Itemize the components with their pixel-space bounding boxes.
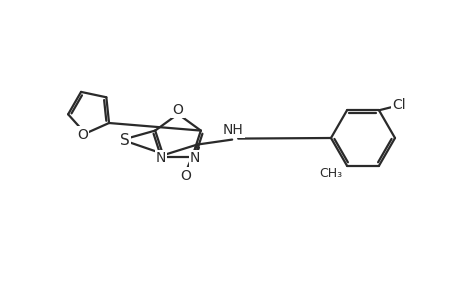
Text: O: O [180, 169, 191, 183]
Text: NH: NH [222, 123, 243, 136]
Text: O: O [172, 103, 183, 117]
Text: S: S [120, 133, 130, 148]
Text: O: O [77, 128, 88, 142]
Text: N: N [155, 152, 166, 165]
Text: CH₃: CH₃ [319, 167, 342, 180]
Text: Cl: Cl [392, 98, 405, 112]
Text: N: N [190, 152, 200, 165]
